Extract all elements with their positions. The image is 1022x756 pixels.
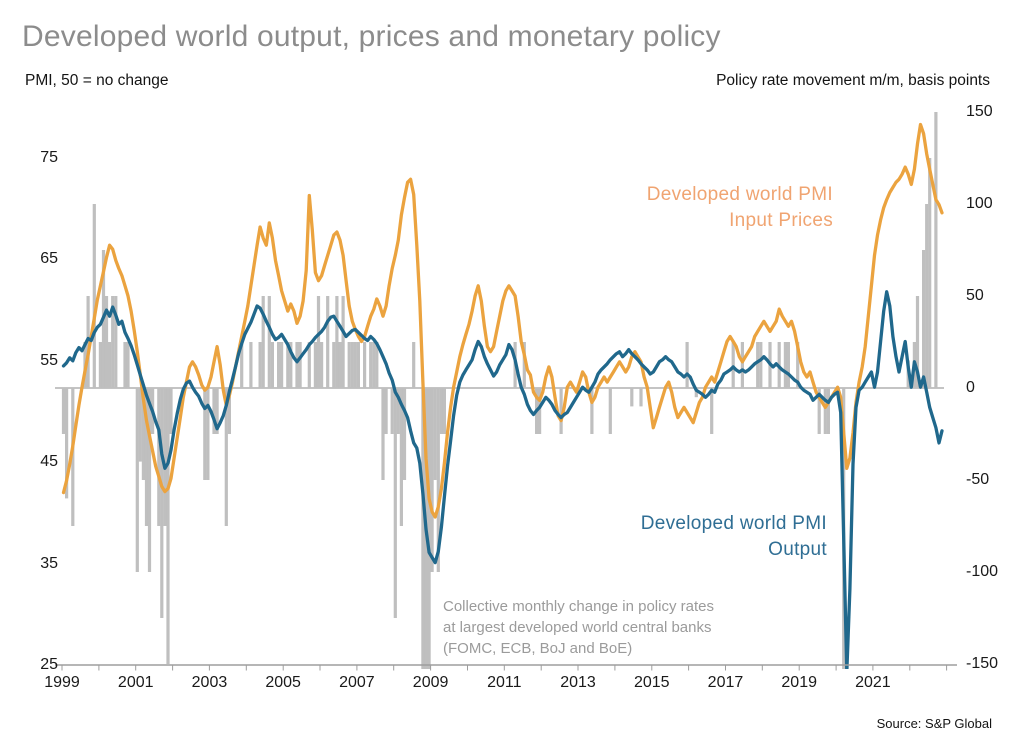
bars-note-line2: at largest developed world central banks: [443, 619, 712, 636]
right-axis-title: Policy rate movement m/m, basis points: [716, 72, 990, 89]
series-label-output: Developed world PMI Output: [527, 511, 827, 563]
source-note: Source: S&P Global: [876, 716, 992, 731]
bars-note-line3: (FOMC, ECB, BoJ and BoE): [443, 640, 633, 657]
x-axis-tick-2005: 2005: [265, 674, 301, 691]
right-axis-tick--50: -50: [966, 471, 990, 488]
left-axis-tick-65: 65: [40, 250, 58, 268]
x-axis-tick-2015: 2015: [633, 674, 670, 691]
x-axis-tick-2013: 2013: [560, 674, 596, 691]
policy-rate-bars-note: Collective monthly change in policy rate…: [443, 596, 714, 659]
x-axis-tick-2007: 2007: [339, 674, 375, 691]
page-title: Developed world output, prices and monet…: [22, 20, 721, 53]
right-axis-tick-150: 150: [966, 103, 993, 120]
left-axis-title: PMI, 50 = no change: [25, 72, 169, 89]
x-axis-tick-2017: 2017: [707, 674, 744, 691]
output-line: [61, 290, 944, 669]
left-axis-tick-35: 35: [40, 554, 58, 572]
x-axis-tick-2021: 2021: [855, 674, 891, 691]
left-axis-tick-45: 45: [40, 453, 58, 471]
x-axis: [55, 664, 957, 671]
left-axis-tick-75: 75: [40, 149, 58, 166]
x-axis-tick-2009: 2009: [412, 674, 449, 691]
right-axis-tick--150: -150: [966, 655, 999, 672]
x-axis-tick-2019: 2019: [781, 674, 817, 691]
right-axis-tick-50: 50: [966, 287, 984, 304]
x-axis-tick-2003: 2003: [191, 674, 228, 691]
series-label-input-prices: Developed world PMI Input Prices: [533, 182, 833, 234]
series-label-input-prices-line2: Input Prices: [729, 210, 833, 231]
right-axis-tick-100: 100: [966, 195, 993, 212]
input-prices-line: [61, 122, 944, 519]
right-axis-tick--100: -100: [966, 563, 999, 580]
series-label-output-line1: Developed world PMI: [640, 513, 827, 534]
x-axis-tick-2001: 2001: [117, 674, 154, 691]
x-axis-tick-1999: 1999: [44, 674, 80, 691]
x-axis-tick-2011: 2011: [487, 674, 522, 691]
left-axis-tick-25: 25: [40, 656, 58, 673]
right-axis-tick-0: 0: [966, 379, 975, 396]
left-axis-tick-55: 55: [40, 351, 58, 369]
policy-rate-bars: [61, 112, 938, 669]
bars-note-line1: Collective monthly change in policy rate…: [443, 598, 714, 615]
series-label-output-line2: Output: [768, 539, 827, 560]
series-label-input-prices-line1: Developed world PMI: [646, 184, 833, 205]
